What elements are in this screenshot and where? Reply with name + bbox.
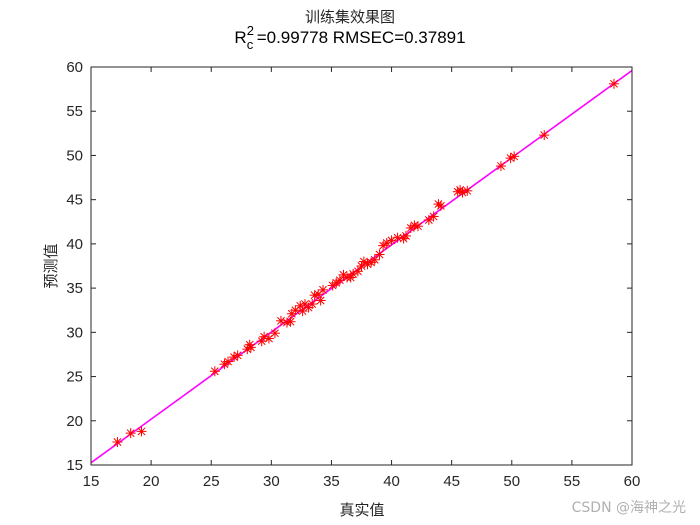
x-tick-label: 55 <box>564 473 581 490</box>
data-point-marker <box>125 428 136 439</box>
data-point-marker <box>413 221 424 232</box>
x-axis: 15 20 25 30 35 40 45 50 55 60 <box>83 67 641 490</box>
y-tick-label: 25 <box>66 369 83 386</box>
subtitle-sub: c <box>246 37 254 52</box>
data-points <box>112 78 619 448</box>
data-point-marker <box>232 350 243 361</box>
y-axis-label: 预测值 <box>42 243 60 288</box>
data-point-marker <box>269 328 280 339</box>
data-point-marker <box>374 249 385 260</box>
data-point-marker <box>509 151 520 162</box>
data-point-marker <box>392 232 403 243</box>
subtitle-metrics: =0.99778 RMSEC=0.37891 <box>256 28 466 47</box>
data-point-marker <box>457 187 468 198</box>
data-point-marker <box>285 316 296 327</box>
data-point-marker <box>539 130 550 141</box>
chart-subtitle: R 2 c =0.99778 RMSEC=0.37891 <box>0 23 700 52</box>
x-tick-label: 60 <box>624 473 641 490</box>
y-tick-label: 45 <box>66 192 83 209</box>
data-point-marker <box>209 366 220 377</box>
data-point-marker <box>307 299 318 310</box>
y-tick-label: 30 <box>66 324 83 341</box>
data-point-marker <box>608 78 619 89</box>
x-tick-label: 45 <box>443 473 460 490</box>
data-point-marker <box>435 200 446 211</box>
y-axis: 15 20 25 30 35 40 45 50 55 60 <box>66 59 632 474</box>
y-tick-label: 40 <box>66 236 83 253</box>
data-point-marker <box>352 266 363 277</box>
data-point-marker <box>400 230 411 241</box>
x-tick-label: 20 <box>143 473 160 490</box>
y-tick-label: 20 <box>66 413 83 430</box>
chart-title: 训练集效果图 <box>304 8 395 26</box>
y-tick-label: 55 <box>66 103 83 120</box>
data-point-marker <box>462 185 473 196</box>
subtitle-sup: 2 <box>246 23 254 38</box>
y-tick-label: 60 <box>66 59 83 76</box>
y-tick-label: 15 <box>66 457 83 474</box>
watermark: CSDN @海神之光 <box>571 500 686 516</box>
x-tick-label: 40 <box>383 473 400 490</box>
x-tick-label: 30 <box>263 473 280 490</box>
x-tick-label: 35 <box>323 473 340 490</box>
data-point-marker <box>369 254 380 265</box>
y-tick-label: 35 <box>66 280 83 297</box>
x-tick-label: 25 <box>203 473 220 490</box>
data-point-marker <box>112 437 123 448</box>
data-point-marker <box>275 315 286 326</box>
data-point-marker <box>318 284 329 295</box>
subtitle-r: R <box>234 28 247 47</box>
data-point-marker <box>428 211 439 222</box>
data-point-marker <box>223 356 234 367</box>
data-point-marker <box>315 295 326 306</box>
x-tick-label: 15 <box>83 473 100 490</box>
data-point-marker <box>495 161 506 172</box>
x-tick-label: 50 <box>503 473 520 490</box>
x-axis-label: 真实值 <box>339 501 384 519</box>
plot-area <box>90 66 633 466</box>
data-point-marker <box>136 426 147 437</box>
y-tick-label: 50 <box>66 147 83 164</box>
axes-box <box>90 66 633 466</box>
data-point-marker <box>245 342 256 353</box>
